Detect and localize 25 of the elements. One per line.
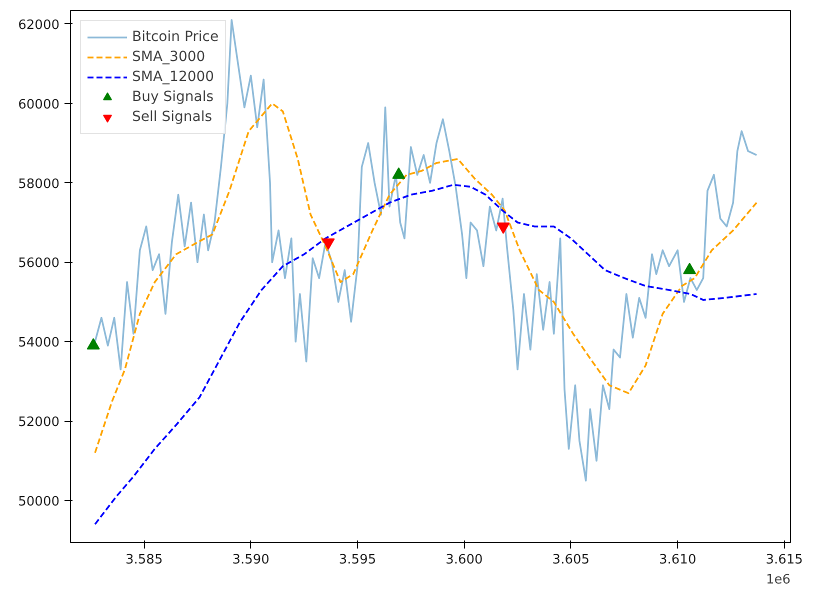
legend-label: SMA_12000	[132, 69, 214, 85]
y-tick-label: 62000	[18, 18, 60, 33]
y-tick-label: 56000	[18, 256, 60, 272]
y-tick-label: 52000	[18, 415, 60, 430]
legend-label: SMA_3000	[132, 49, 206, 65]
x-tick-label: 3.600	[446, 552, 483, 568]
x-tick-label: 3.610	[659, 552, 696, 568]
point	[683, 262, 696, 274]
point	[392, 167, 406, 179]
x-tick-label: 3.615	[766, 552, 803, 568]
text: 1e6	[766, 572, 791, 588]
y-tick-label: 54000	[18, 336, 60, 351]
x-tick-label: 3.590	[232, 552, 270, 568]
y-tick-label: 50000	[18, 494, 60, 510]
y-tick-label: 60000	[18, 97, 60, 112]
legend-label: Sell Signals	[132, 109, 212, 125]
line-series	[94, 184, 758, 526]
legend-label: Bitcoin Price	[132, 29, 219, 45]
x-tick-label: 3.595	[338, 552, 376, 568]
y-tick-label: 58000	[18, 176, 60, 192]
line-series	[94, 102, 758, 454]
point	[86, 338, 100, 350]
legend-label: Buy Signals	[132, 89, 214, 105]
x-tick-label: 3.585	[126, 552, 163, 568]
x-tick-label: 3.605	[552, 552, 590, 568]
